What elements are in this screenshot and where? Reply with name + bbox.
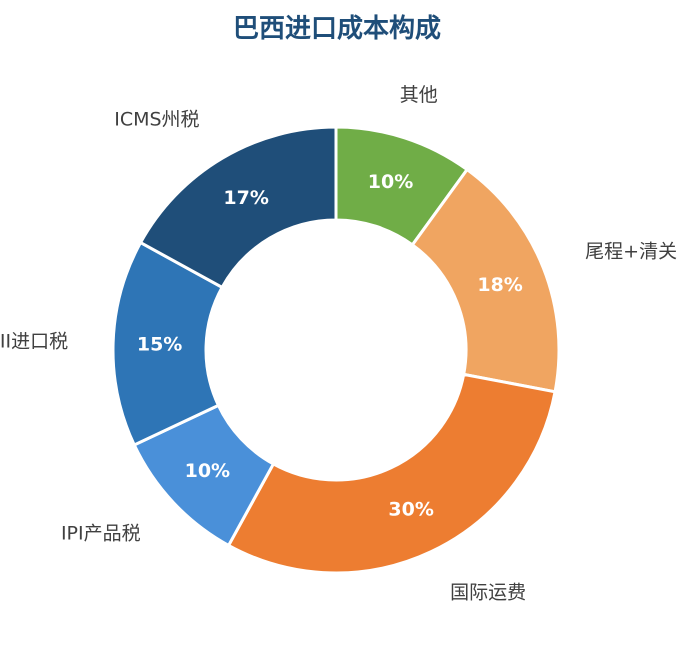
slice-0-percent-label: 10% (368, 171, 413, 193)
slice-4-category-label: II进口税 (0, 331, 68, 353)
slice-2-percent-label: 30% (388, 499, 433, 521)
slice-1-percent-label: 18% (477, 274, 522, 296)
slice-3-percent-label: 10% (185, 460, 230, 482)
slice-3-category-label: IPI产品税 (61, 522, 141, 544)
slice-5-category-label: ICMS州税 (114, 108, 199, 130)
slice-2 (226, 372, 557, 575)
chart-title: 巴西进口成本构成 (233, 14, 441, 44)
slice-1-category-label: 尾程+清关 (585, 240, 677, 262)
slice-5 (138, 125, 338, 290)
slice-1 (410, 167, 561, 394)
slice-5-percent-label: 17% (223, 187, 268, 209)
slices-group (111, 125, 561, 575)
slice-2-category-label: 国际运费 (450, 581, 526, 603)
percent-labels-group: 10% 18% 30% 10% 15% 17% (137, 171, 523, 521)
slice-4-percent-label: 15% (137, 333, 182, 355)
slice-0-category-label: 其他 (400, 84, 438, 106)
